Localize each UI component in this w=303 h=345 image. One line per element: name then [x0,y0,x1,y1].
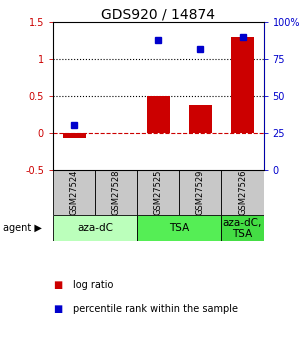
Text: aza-dC: aza-dC [77,224,113,234]
Bar [53,169,95,215]
Text: GSM27526: GSM27526 [238,170,247,215]
Bar [179,169,221,215]
Bar [189,105,212,133]
Title: GDS920 / 14874: GDS920 / 14874 [101,7,215,21]
Text: ■: ■ [53,304,62,314]
Bar [231,37,254,133]
Text: ■: ■ [53,280,62,289]
Text: GSM27524: GSM27524 [70,170,78,215]
Bar [137,169,179,215]
Text: TSA: TSA [169,224,189,234]
Text: agent ▶: agent ▶ [3,224,42,234]
Text: GSM27529: GSM27529 [196,170,205,215]
Text: aza-dC,
TSA: aza-dC, TSA [223,218,262,239]
Text: log ratio: log ratio [73,280,113,289]
Bar [95,169,137,215]
Text: percentile rank within the sample: percentile rank within the sample [73,304,238,314]
Bar [221,169,264,215]
Bar [53,215,137,242]
Text: GSM27528: GSM27528 [112,170,121,215]
Bar [147,96,170,133]
Bar [221,215,264,242]
Bar [137,215,221,242]
Text: GSM27525: GSM27525 [154,170,163,215]
Bar [62,133,86,138]
